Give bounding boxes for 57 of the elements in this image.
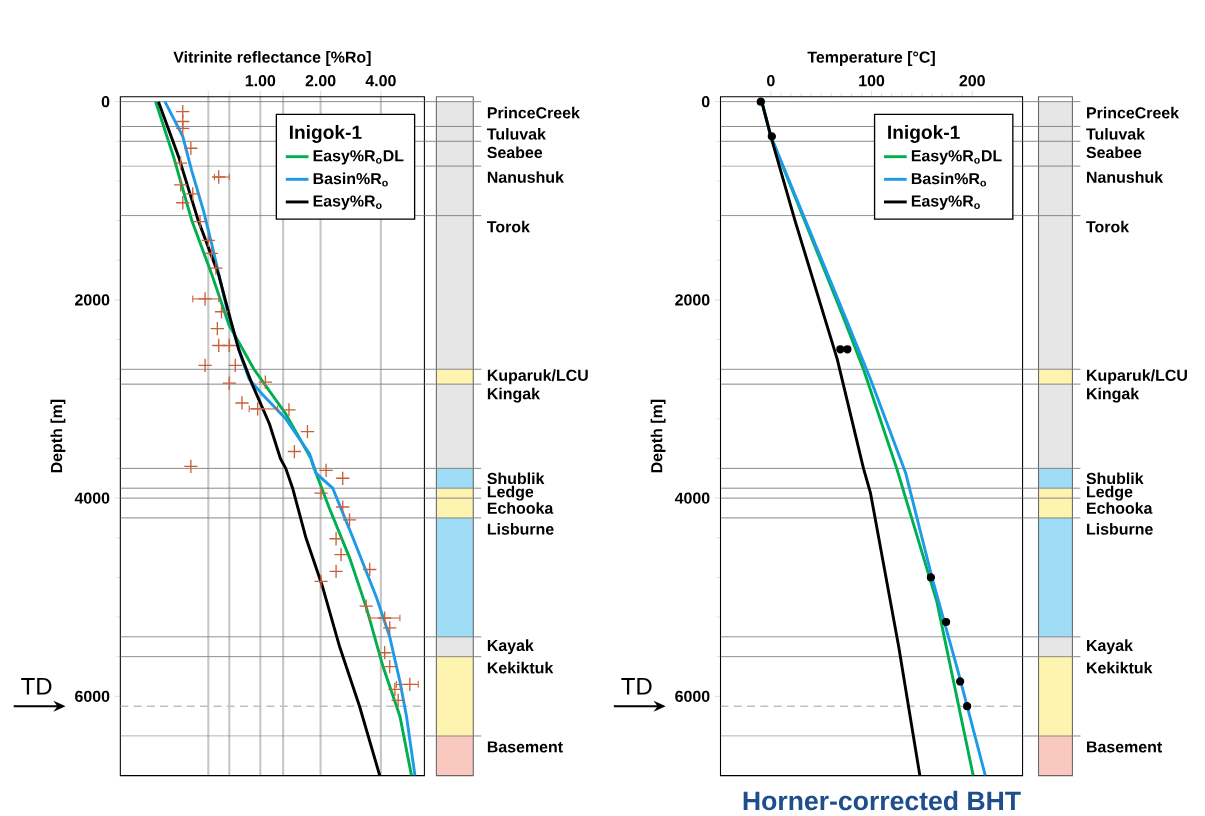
ref-line-label: Kuparuk/LCU bbox=[1087, 369, 1187, 384]
ref-line-label: Basement bbox=[487, 741, 563, 753]
y-tick-label: 2000 bbox=[75, 294, 110, 306]
x-tick-label: 2.00 bbox=[305, 74, 336, 87]
legend-label: Easy%R$_{o}$ bbox=[911, 195, 980, 210]
legend-label: Basin%R$_{o}$ bbox=[313, 172, 388, 187]
ref-line-label: Kayak bbox=[487, 639, 534, 654]
ref-line-label: Kekiktuk bbox=[487, 661, 554, 674]
ref-line-label: Lisburne bbox=[1087, 522, 1153, 535]
y-tick-label: 2000 bbox=[675, 294, 710, 306]
ref-line-label: Seabee bbox=[1086, 146, 1142, 158]
y-tick-label: 0 bbox=[701, 95, 710, 108]
ref-line-label: Kekiktuk bbox=[1087, 661, 1153, 674]
ref-line-label: Lisburne bbox=[487, 522, 554, 535]
ref-line-label: Shublik bbox=[1086, 472, 1144, 484]
ref-line-label: Torok bbox=[1086, 220, 1130, 233]
y-tick-label: 6000 bbox=[675, 690, 710, 702]
ref-line-label: Basement bbox=[1087, 741, 1162, 753]
y-tick-label: 4000 bbox=[74, 492, 110, 504]
y-tick-label: 4000 bbox=[674, 492, 710, 504]
ref-line-label: Torok bbox=[487, 220, 530, 233]
ref-line-label: Kingak bbox=[487, 387, 541, 403]
y-axis-title: Depth [m] bbox=[50, 399, 66, 473]
legend-label: Basin%R$_{o}$ bbox=[911, 172, 987, 187]
ref-line-label: TD bbox=[21, 677, 52, 695]
x-axis-title: Temperature [°C] bbox=[807, 50, 935, 66]
legend-label: Easy%R$_{o}$ bbox=[313, 195, 382, 210]
ref-line-label: PrinceCreek bbox=[487, 106, 580, 119]
x-tick-label: 100 bbox=[859, 74, 885, 87]
ref-line-label: Shublik bbox=[487, 472, 545, 484]
x-axis-title: Vitrinite reflectance [%Ro] bbox=[173, 50, 371, 66]
x-tick-label: 4.00 bbox=[365, 74, 396, 87]
ref-line-label: PrinceCreek bbox=[1087, 106, 1180, 119]
ref-line-label: Seabee bbox=[487, 146, 543, 158]
legend-title: Inigok-1 bbox=[289, 124, 362, 143]
ref-line-label: Echooka bbox=[1087, 501, 1153, 514]
ref-line-label: TD bbox=[621, 677, 652, 695]
x-tick-label: 1.00 bbox=[245, 74, 276, 87]
y-axis-title: Depth [m] bbox=[650, 399, 666, 473]
ref-line-label: Echooka bbox=[487, 501, 554, 514]
y-tick-label: 6000 bbox=[75, 690, 110, 702]
x-tick-label: 0 bbox=[767, 74, 775, 87]
legend-label: Easy%R$_{o}$DL bbox=[911, 149, 1002, 165]
ref-line-label: Tuluvak bbox=[1086, 127, 1146, 140]
ref-line-label: Tuluvak bbox=[487, 127, 546, 140]
ref-line-label: Kuparuk/LCU bbox=[487, 369, 588, 384]
ref-line-label: Kayak bbox=[1087, 639, 1133, 654]
ref-line-label: Ledge bbox=[487, 485, 534, 501]
ref-line-label: Nanushuk bbox=[1087, 170, 1164, 183]
ref-line-label: Nanushuk bbox=[487, 170, 564, 183]
ref-line-label: Ledge bbox=[1087, 485, 1133, 501]
legend-title: Inigok-1 bbox=[888, 124, 960, 143]
ref-line-label: Kingak bbox=[1087, 387, 1140, 403]
legend-label: Easy%R$_{o}$DL bbox=[313, 149, 404, 165]
text: Horner-corrected BHT bbox=[743, 790, 1021, 811]
x-tick-label: 200 bbox=[959, 74, 985, 87]
y-tick-label: 0 bbox=[101, 95, 110, 108]
